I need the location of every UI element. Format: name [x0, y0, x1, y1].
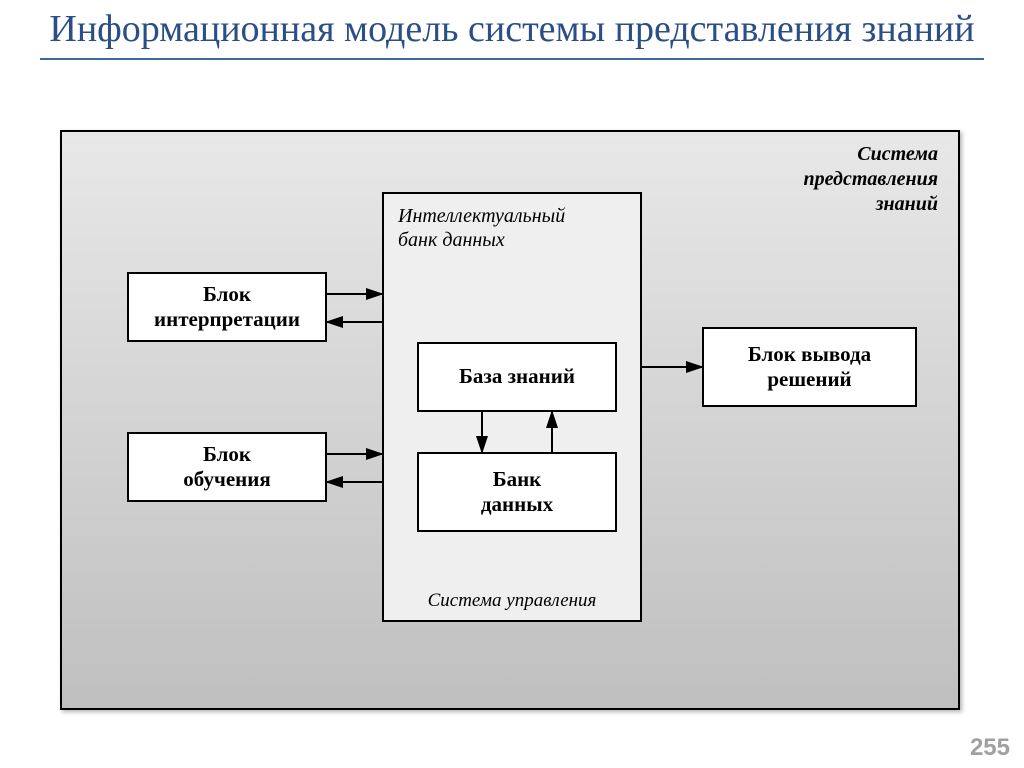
- system-outer-label: Система представления знаний: [804, 142, 938, 217]
- slide: Информационная модель системы представле…: [0, 0, 1024, 768]
- page-number: 255: [970, 734, 1010, 762]
- node-interpretation-label: Блок интерпретации: [154, 282, 300, 332]
- node-learning-label: Блок обучения: [183, 442, 270, 492]
- slide-title: Информационная модель системы представле…: [0, 0, 1024, 52]
- node-interpretation: Блок интерпретации: [127, 272, 327, 342]
- title-underline: [40, 58, 984, 60]
- node-output-solutions: Блок вывода решений: [702, 327, 917, 407]
- node-knowledge-base-label: База знаний: [459, 364, 575, 389]
- node-data-bank-label: Банк данных: [481, 467, 553, 517]
- node-knowledge-base: База знаний: [417, 342, 617, 412]
- system-outer-box: Система представления знаний Интеллектуа…: [60, 130, 960, 710]
- control-system-label: Система управления: [384, 590, 640, 612]
- node-output-solutions-label: Блок вывода решений: [748, 342, 871, 392]
- node-learning: Блок обучения: [127, 432, 327, 502]
- node-data-bank: Банк данных: [417, 452, 617, 532]
- intelligent-data-bank-label: Интеллектуальный банк данных: [398, 204, 565, 252]
